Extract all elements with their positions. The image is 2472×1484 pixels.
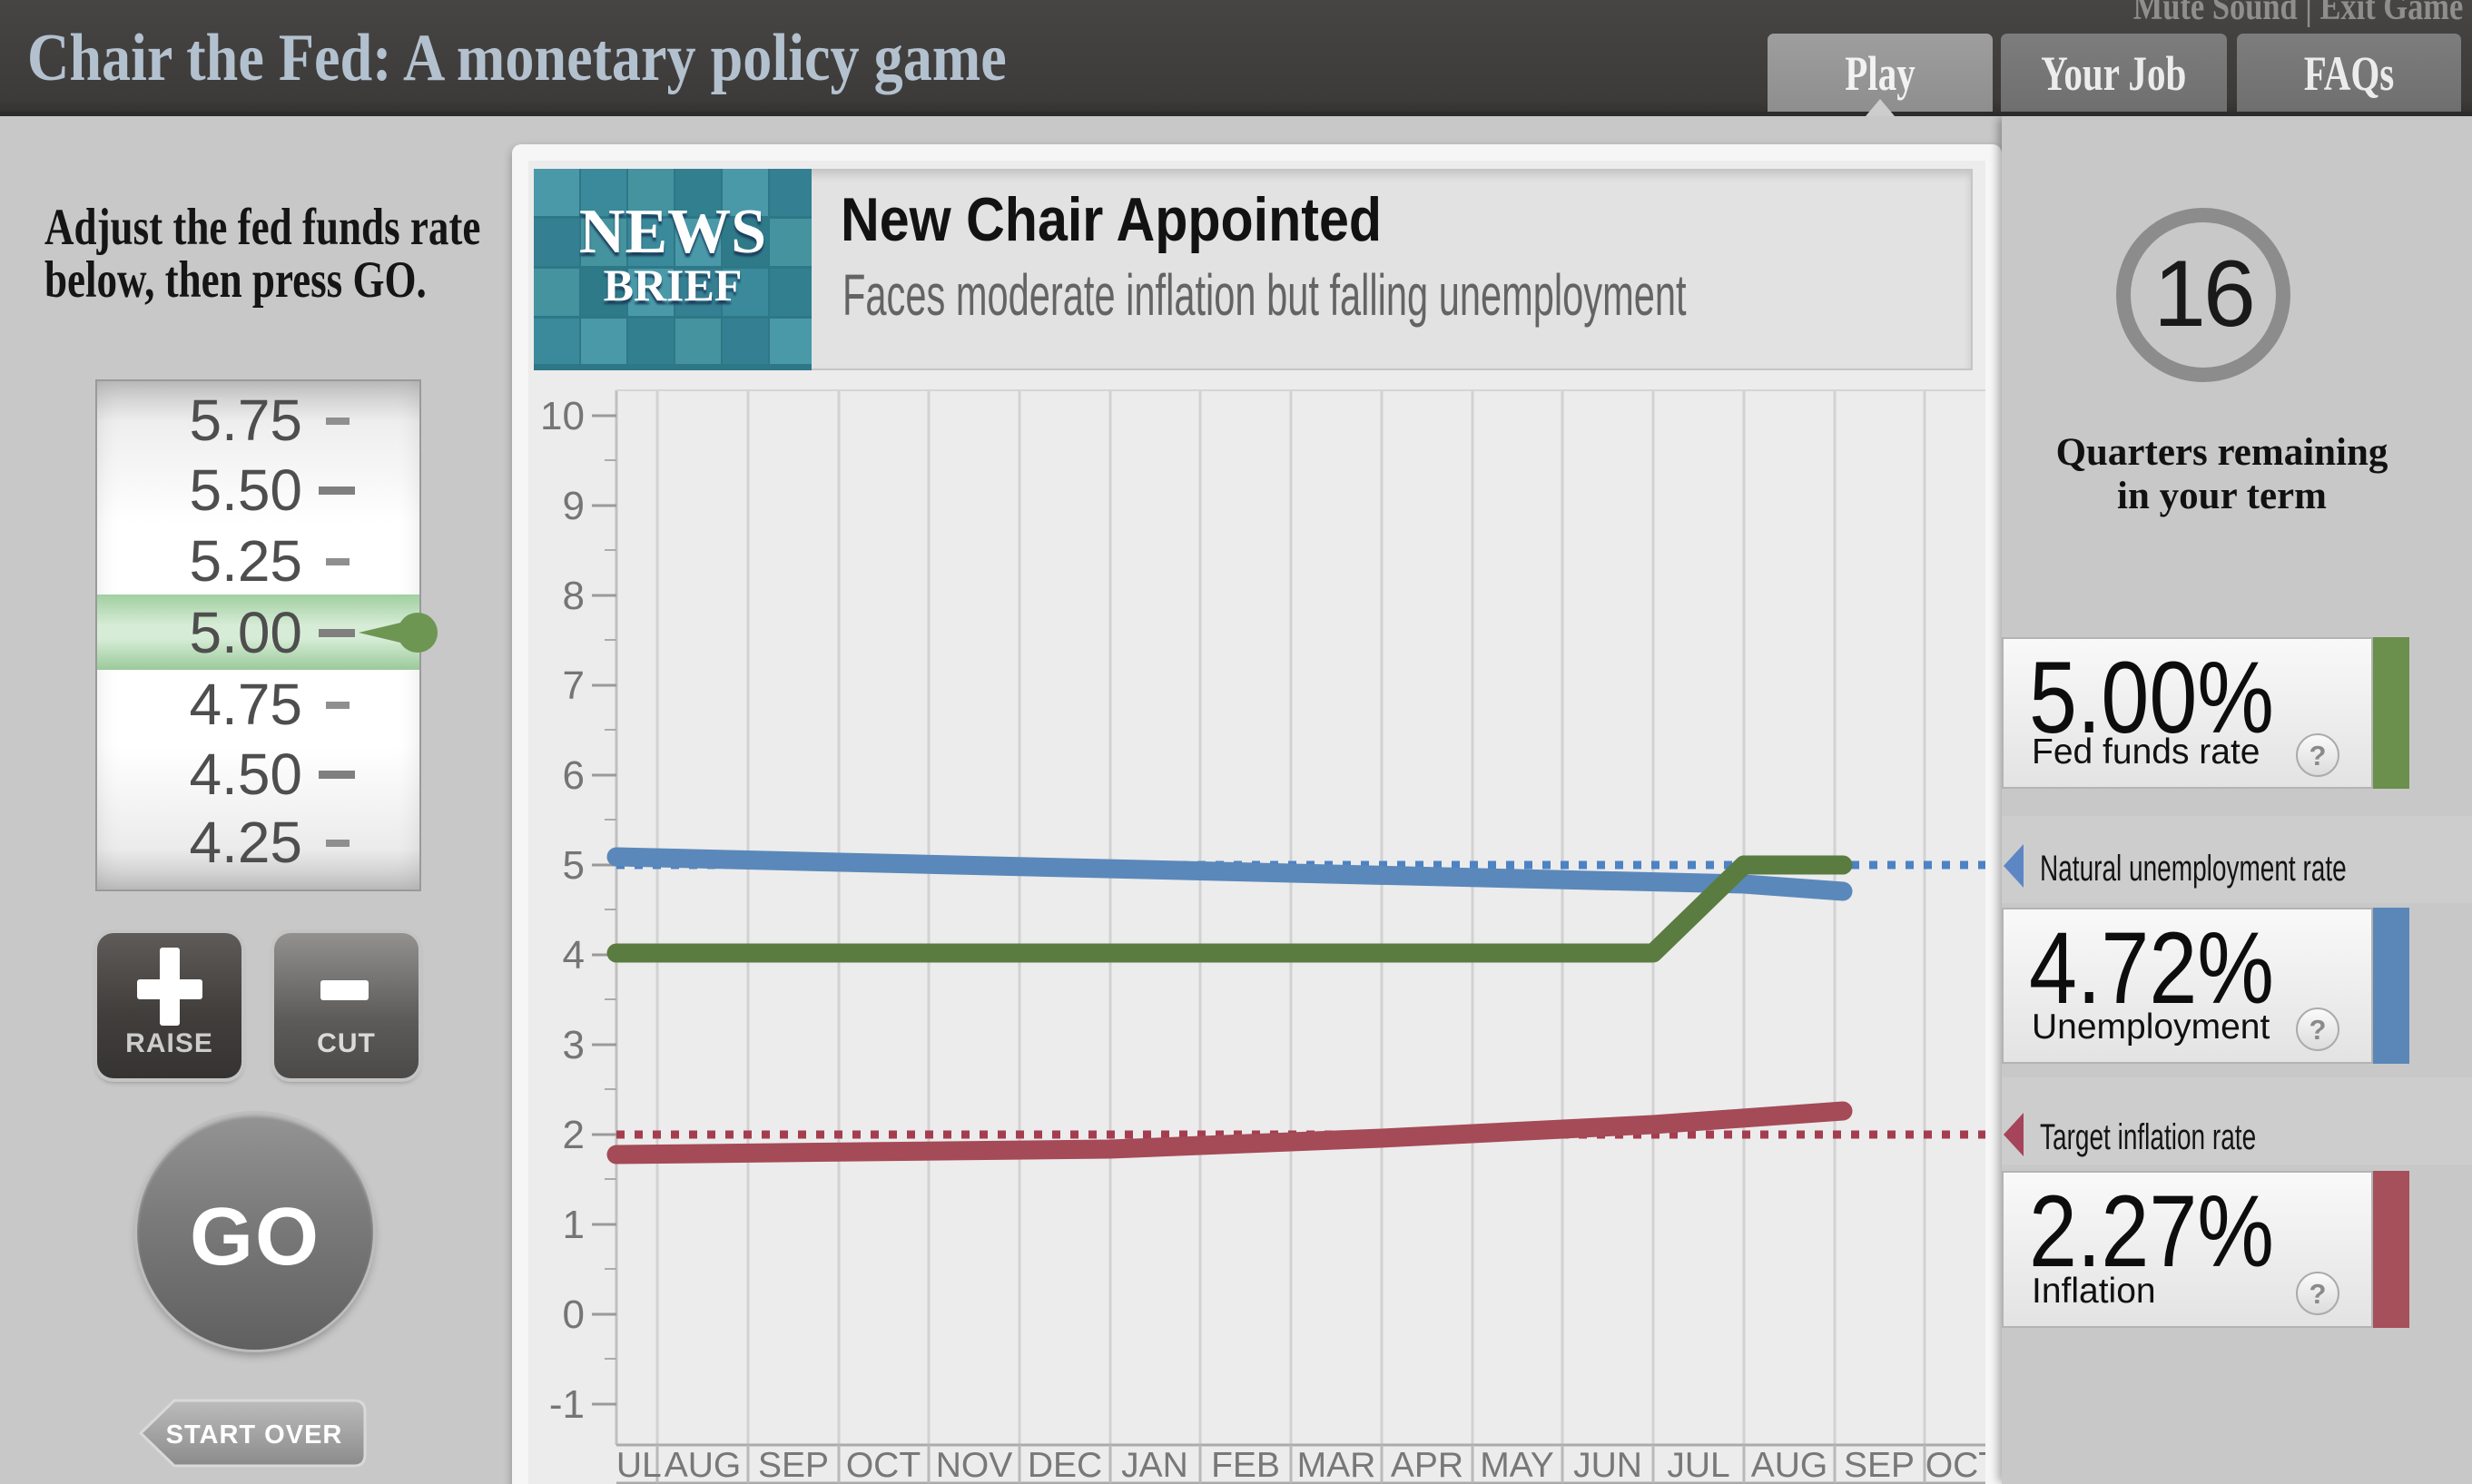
svg-text:5: 5 — [563, 843, 585, 888]
svg-text:9: 9 — [563, 484, 585, 528]
svg-text:NEWS: NEWS — [579, 197, 766, 267]
svg-text:JUL: JUL — [598, 1446, 661, 1484]
svg-text:AUG: AUG — [665, 1446, 742, 1484]
svg-text:10: 10 — [540, 394, 585, 438]
svg-text:SEP: SEP — [1844, 1446, 1915, 1484]
svg-text:4: 4 — [563, 933, 585, 978]
svg-text:JUL: JUL — [1667, 1446, 1729, 1484]
svg-text:2: 2 — [563, 1113, 585, 1157]
svg-text:JAN: JAN — [1121, 1446, 1188, 1484]
svg-text:BRIEF: BRIEF — [604, 260, 743, 310]
svg-text:MAR: MAR — [1297, 1446, 1376, 1484]
svg-text:SEP: SEP — [758, 1446, 829, 1484]
svg-text:OCT: OCT — [846, 1446, 921, 1484]
svg-text:7: 7 — [563, 663, 585, 708]
svg-text:APR: APR — [1391, 1446, 1463, 1484]
svg-text:FEB: FEB — [1211, 1446, 1280, 1484]
svg-text:NOV: NOV — [936, 1446, 1013, 1484]
svg-text:DEC: DEC — [1028, 1446, 1102, 1484]
svg-text:8: 8 — [563, 574, 585, 618]
svg-text:JUN: JUN — [1573, 1446, 1642, 1484]
svg-text:6: 6 — [563, 753, 585, 798]
svg-text:1: 1 — [563, 1203, 585, 1247]
svg-text:START OVER: START OVER — [166, 1420, 343, 1450]
svg-text:-1: -1 — [549, 1382, 585, 1427]
svg-text:0: 0 — [563, 1292, 585, 1337]
svg-text:AUG: AUG — [1751, 1446, 1828, 1484]
svg-text:MAY: MAY — [1480, 1446, 1554, 1484]
svg-text:OCT: OCT — [1925, 1446, 1985, 1484]
svg-text:3: 3 — [563, 1023, 585, 1067]
